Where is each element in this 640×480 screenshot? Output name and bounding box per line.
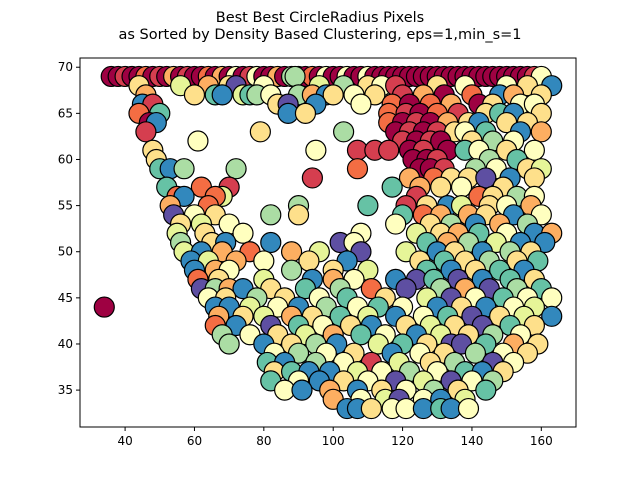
data-point <box>357 195 379 217</box>
x-tick-label: 60 <box>187 434 202 448</box>
data-point <box>475 379 497 401</box>
x-tick-label: 120 <box>391 434 414 448</box>
x-tick-label: 40 <box>117 434 132 448</box>
y-axis: 35 40 45 50 55 60 65 70 <box>58 60 80 397</box>
data-point <box>249 121 271 143</box>
data-point <box>253 250 275 272</box>
data-point <box>360 397 382 420</box>
data-point <box>260 204 282 226</box>
data-point <box>385 213 407 235</box>
data-point <box>93 296 115 318</box>
data-point <box>378 139 400 161</box>
x-tick-label: 100 <box>322 434 345 448</box>
data-point <box>225 158 247 180</box>
data-point <box>173 158 195 180</box>
data-point <box>187 130 209 152</box>
x-tick-label: 80 <box>256 434 271 448</box>
data-point <box>541 305 563 327</box>
y-tick-label: 40 <box>58 337 73 351</box>
y-tick-label: 50 <box>58 245 73 259</box>
x-tick-label: 140 <box>460 434 483 448</box>
data-point <box>464 342 487 364</box>
y-tick-label: 70 <box>58 60 73 74</box>
data-point <box>218 333 240 355</box>
data-point <box>260 231 282 254</box>
y-tick-label: 55 <box>58 199 73 213</box>
data-point <box>430 176 452 198</box>
y-tick-label: 35 <box>58 383 73 397</box>
data-point <box>232 222 254 244</box>
data-point <box>294 102 317 124</box>
data-point <box>211 84 233 106</box>
chart-title: Best Best CircleRadius Pixels <box>216 10 424 26</box>
data-point <box>395 278 417 300</box>
data-point <box>346 158 369 180</box>
data-point <box>350 93 372 115</box>
data-point <box>381 176 403 198</box>
data-point <box>523 167 545 189</box>
chart-subtitle: as Sorted by Density Based Clustering, e… <box>118 27 521 43</box>
data-point <box>284 65 306 88</box>
data-point <box>457 397 480 420</box>
data-point <box>523 139 545 161</box>
data-point <box>183 84 206 106</box>
data-point <box>322 84 344 106</box>
data-point <box>291 379 313 401</box>
plot-frame <box>79 57 577 428</box>
data-point <box>135 121 157 143</box>
x-tick-label: 160 <box>530 434 553 448</box>
y-tick-label: 60 <box>58 152 73 166</box>
data-point <box>333 121 355 143</box>
data-point <box>280 259 303 281</box>
data-point <box>530 121 552 143</box>
x-axis: 40 60 80 100 120 140 160 <box>117 427 553 448</box>
data-point <box>287 204 310 226</box>
data-point <box>301 167 323 189</box>
points-layer <box>93 65 563 420</box>
y-tick-label: 65 <box>58 106 73 120</box>
data-point <box>475 167 497 189</box>
y-tick-label: 45 <box>58 291 73 305</box>
data-point <box>305 139 327 161</box>
data-point <box>350 324 372 346</box>
